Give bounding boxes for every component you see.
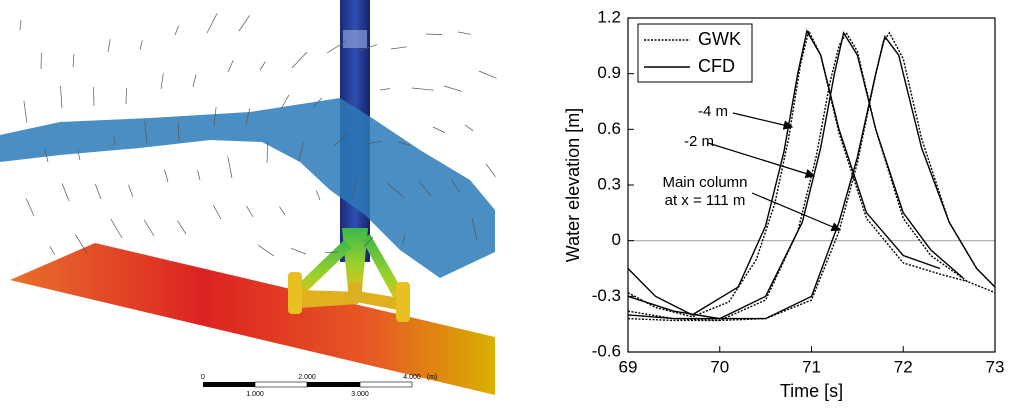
vector — [291, 248, 306, 254]
vector — [426, 34, 442, 35]
vector — [177, 221, 186, 234]
annotation: -4 m — [698, 103, 728, 120]
chart: 69 70 71 72 73 -0.6 -0.3 0 0.3 0.6 0.9 1.2 Time [s] W… — [563, 7, 1005, 400]
vector — [20, 20, 21, 30]
vector — [108, 39, 110, 52]
annotation: at x = 111 m — [665, 192, 746, 209]
y-tick-label: 0.3 — [597, 174, 621, 193]
vector — [26, 199, 34, 216]
legend-label: CFD — [698, 56, 735, 76]
y-tick-label: 0.6 — [597, 119, 621, 138]
y-tick-label: -0.3 — [592, 286, 621, 305]
y-tick-label: 1.2 — [597, 7, 621, 26]
vector — [412, 88, 434, 90]
vector — [280, 207, 285, 215]
annotation-arrow — [733, 113, 792, 127]
vector — [316, 191, 320, 200]
vector — [144, 220, 154, 236]
vector — [175, 26, 179, 35]
legend-label: GWK — [698, 29, 741, 49]
vector — [465, 125, 473, 131]
water-surface — [0, 98, 495, 278]
scale-label: 3.000 — [351, 391, 369, 398]
x-tick-label: 69 — [619, 357, 638, 376]
vector — [239, 15, 250, 31]
scale-label: 1.000 — [246, 391, 264, 398]
vector — [73, 54, 74, 67]
vector — [111, 219, 122, 238]
scale-label: 0 — [201, 374, 205, 381]
annotation: -2 m — [684, 133, 714, 150]
x-tick-label: 71 — [802, 357, 821, 376]
vector — [62, 183, 69, 201]
vector — [228, 156, 232, 178]
vector — [50, 246, 55, 255]
vector — [228, 60, 233, 72]
vector — [193, 74, 196, 87]
y-axis-label: Water elevation [m] — [563, 108, 583, 262]
vector — [128, 185, 133, 197]
vector — [260, 62, 265, 70]
vector — [95, 184, 101, 199]
x-tick-label: 73 — [986, 357, 1005, 376]
annotation-arrow — [708, 143, 814, 176]
vector — [213, 205, 221, 219]
vector — [486, 164, 496, 177]
vector — [164, 169, 168, 182]
vector — [140, 40, 142, 50]
vector — [258, 245, 274, 256]
vector — [380, 89, 390, 90]
y-tick-label: 0 — [612, 230, 621, 249]
vector — [198, 170, 200, 180]
x-axis-label: Time [s] — [780, 381, 843, 401]
x-tick-label: 72 — [894, 357, 913, 376]
x-tick-label: 70 — [710, 357, 729, 376]
vector — [391, 47, 407, 49]
annotation-arrow — [752, 193, 840, 230]
seabed — [10, 243, 495, 395]
vector — [458, 32, 471, 34]
vector — [292, 52, 307, 68]
vector — [479, 71, 497, 78]
vector — [246, 206, 253, 217]
y-tick-label: 0.9 — [597, 63, 621, 82]
scale-label: 2.000 — [298, 374, 316, 381]
vector — [161, 73, 163, 89]
vector — [61, 86, 62, 108]
cfd-render: 0 2.000 4.000 (m) 1.000 3.000 — [0, 0, 497, 398]
y-tick-label: -0.6 — [592, 341, 621, 360]
scale-bar: 0 2.000 4.000 (m) 1.000 3.000 — [201, 374, 437, 398]
vector — [433, 127, 445, 133]
vector — [207, 13, 217, 33]
annotation: Main column — [662, 174, 747, 191]
vector — [444, 86, 462, 91]
column-mark — [343, 30, 367, 48]
vector — [24, 101, 27, 123]
scale-unit: (m) — [427, 374, 438, 381]
scale-label: 4.000 — [403, 374, 421, 381]
